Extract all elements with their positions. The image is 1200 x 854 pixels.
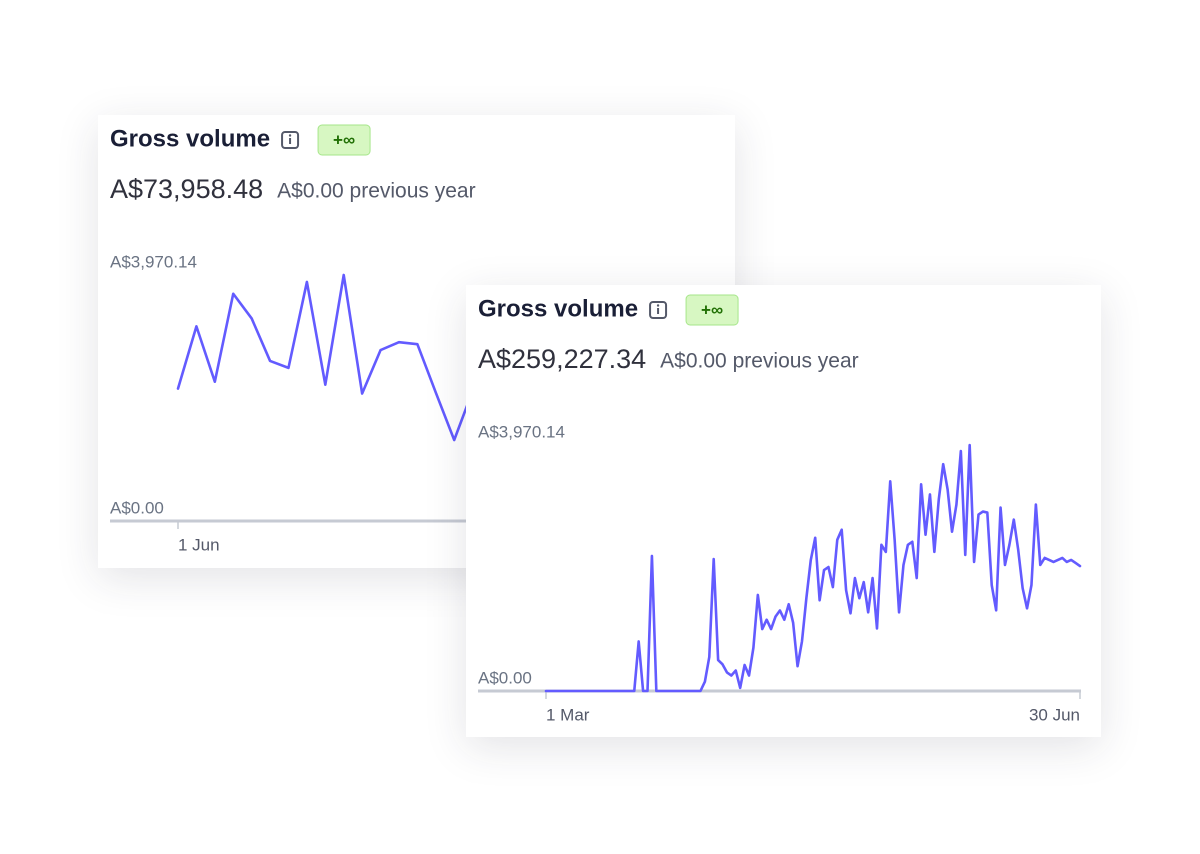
info-icon bbox=[288, 134, 292, 137]
y-tick-label: A$0.00 bbox=[110, 498, 164, 517]
comparison: A$0.00 previous year bbox=[277, 180, 475, 203]
y-tick-label: A$0.00 bbox=[478, 668, 532, 687]
chart-title: Gross volume bbox=[110, 125, 270, 152]
badge bbox=[685, 294, 739, 326]
total: A$259,227.34 bbox=[478, 344, 646, 374]
x-tick-label: 1 Jun bbox=[178, 535, 220, 554]
total: A$73,958.48 bbox=[110, 174, 263, 204]
x-tick-label: 30 Jun bbox=[1029, 705, 1080, 724]
y-tick-label: A$3,970.14 bbox=[478, 422, 565, 441]
y-tick-label: A$3,970.14 bbox=[110, 252, 197, 271]
x-tick-label: 1 Mar bbox=[546, 705, 590, 724]
badge-text: +∞ bbox=[333, 130, 355, 149]
badge bbox=[317, 124, 371, 156]
info-icon bbox=[281, 131, 300, 149]
info-icon bbox=[649, 301, 668, 319]
badge-text: +∞ bbox=[701, 300, 723, 319]
chart: Gross volume +∞ A$259,227.34 A$0.00 previou… bbox=[478, 294, 1082, 724]
info-icon bbox=[656, 304, 660, 307]
data-line bbox=[544, 443, 1082, 693]
comparison: A$0.00 previous year bbox=[660, 350, 858, 373]
chart-title: Gross volume bbox=[478, 295, 638, 322]
chart-card: Gross volume +∞ A$259,227.34 A$0.00 previou… bbox=[466, 285, 1101, 737]
